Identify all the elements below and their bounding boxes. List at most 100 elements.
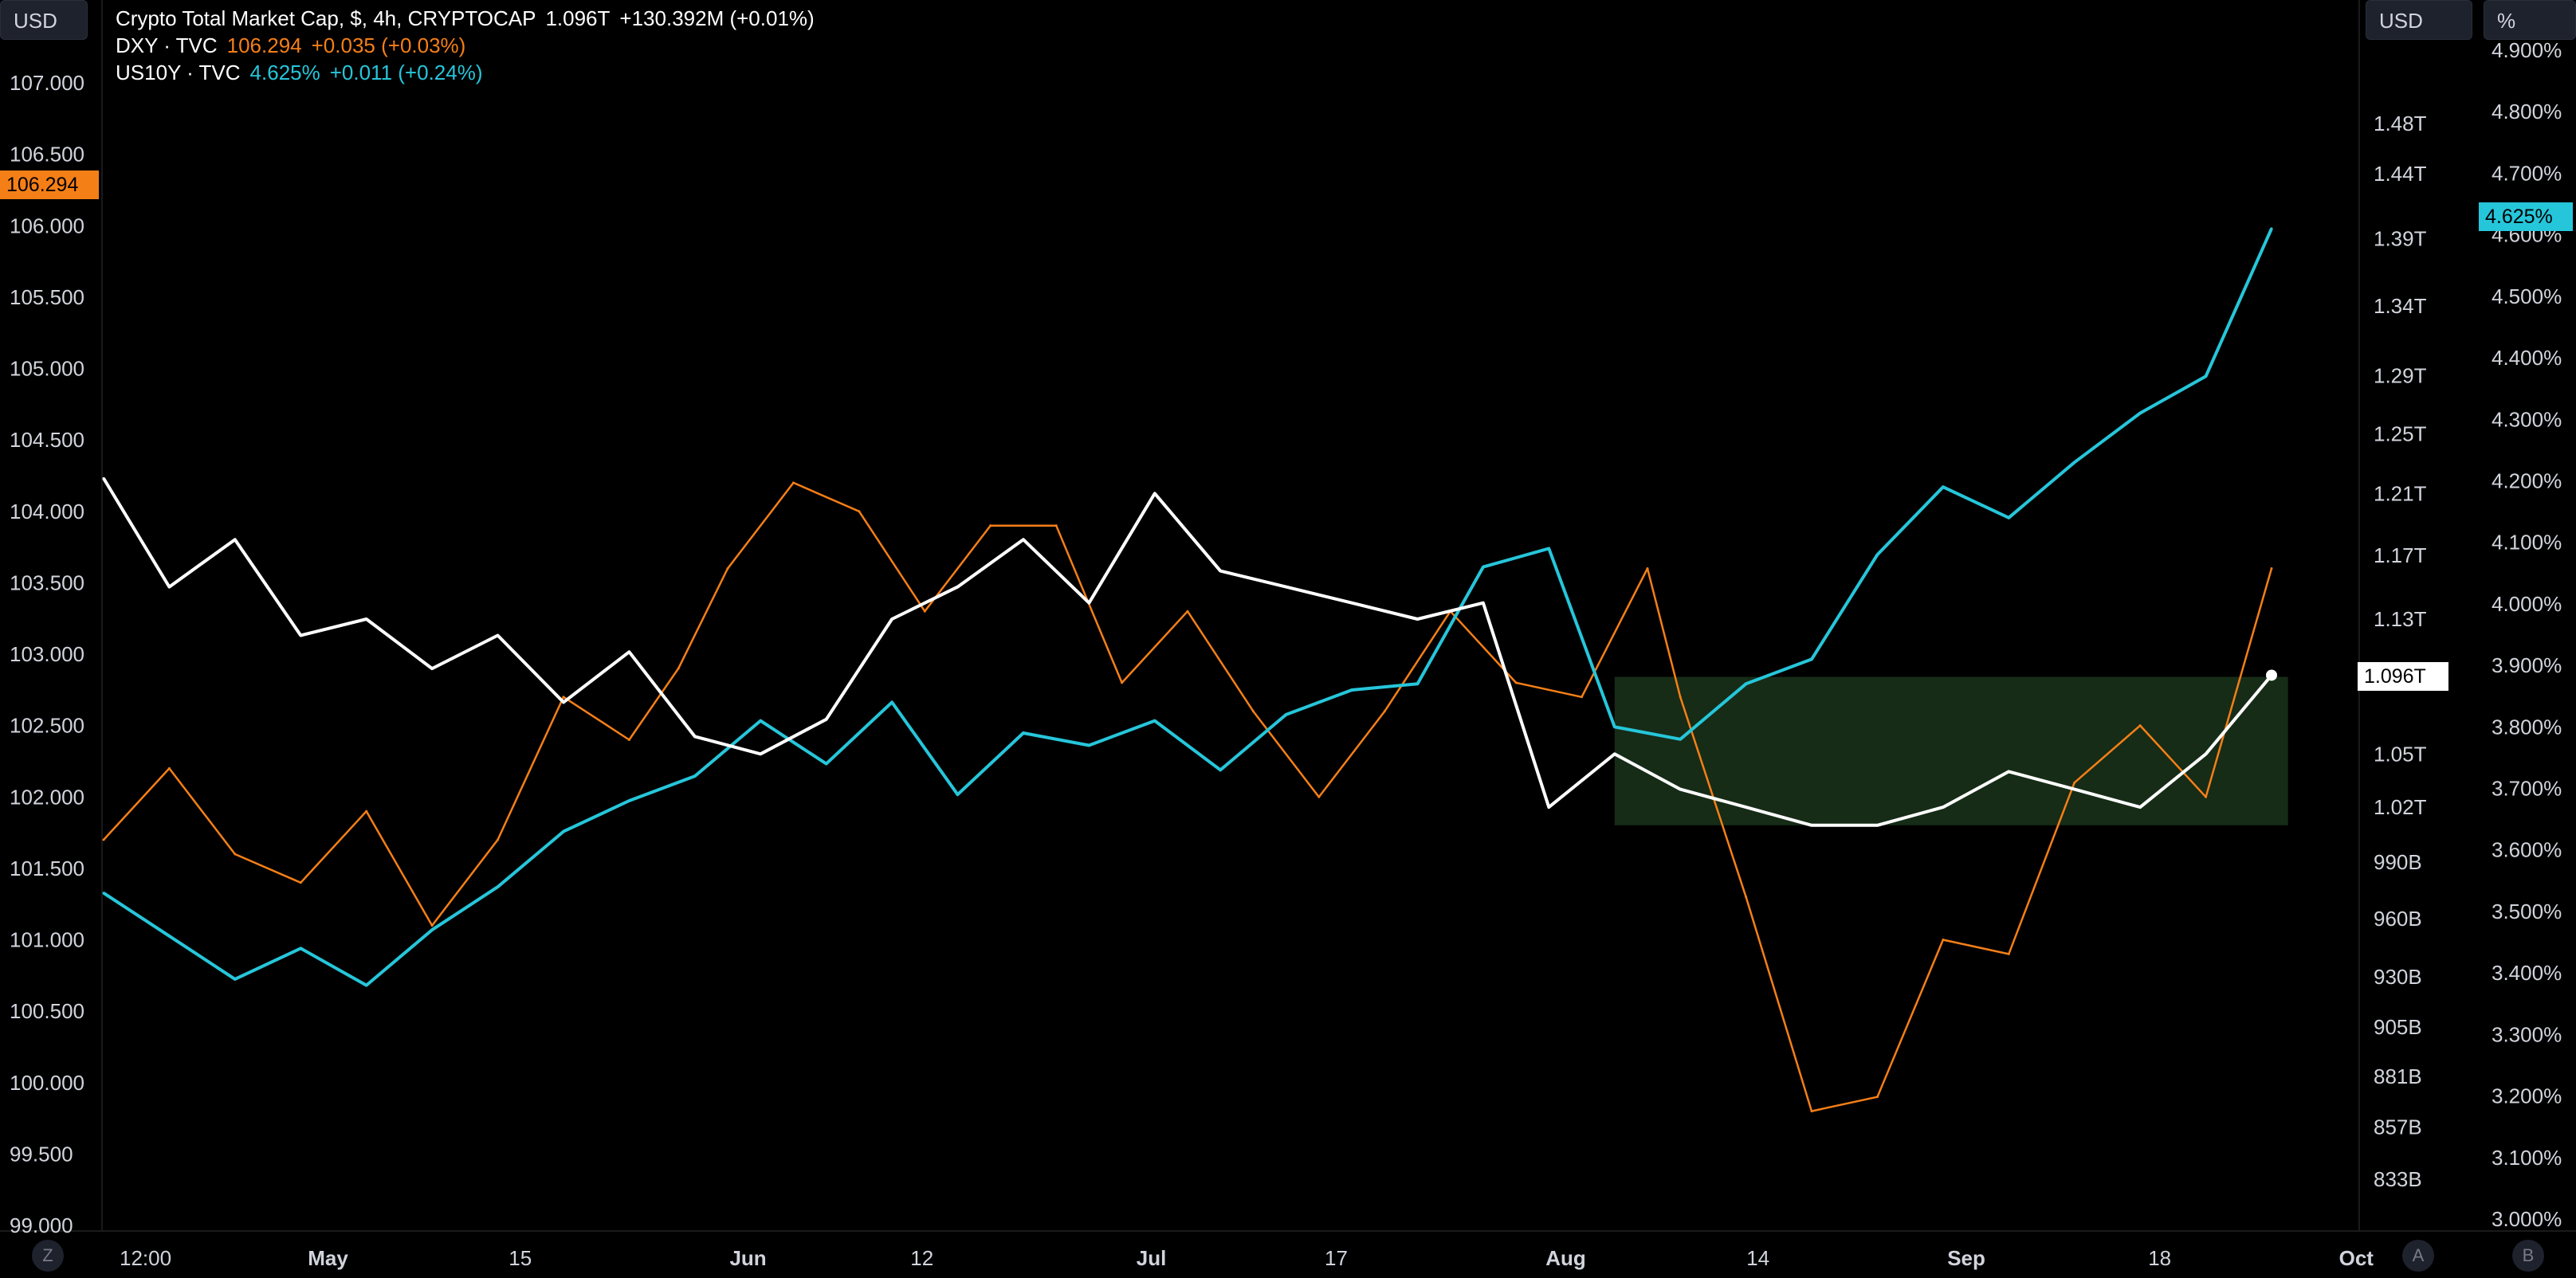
- series-point: [1875, 1096, 1879, 1099]
- series-point: [1219, 768, 1222, 771]
- legend-change: +0.011 (+0.24%): [329, 61, 483, 84]
- legend-row-us10y[interactable]: US10Y · TVC 4.625% +0.011 (+0.24%): [116, 59, 815, 86]
- chart-legend: Crypto Total Market Cap, $, 4h, CRYPTOCA…: [116, 5, 815, 86]
- series-point: [1679, 738, 1682, 741]
- time-axis-tick: 12: [910, 1246, 933, 1270]
- total-last-value-dot: [2266, 669, 2277, 681]
- series-point: [102, 476, 105, 480]
- percent-axis-tick: 4.400%: [2492, 346, 2562, 370]
- series-point: [2205, 752, 2208, 755]
- series-point: [1186, 610, 1189, 613]
- market-cap-axis-tick: 1.34T: [2374, 294, 2427, 318]
- series-point: [1547, 547, 1550, 550]
- series-point: [1121, 681, 1124, 684]
- market-cap-axis-tick: 857B: [2374, 1115, 2422, 1139]
- percent-axis-tick: 3.000%: [2492, 1207, 2562, 1231]
- series-point: [1547, 806, 1550, 809]
- series-point: [167, 766, 171, 770]
- percent-axis-tick: 3.800%: [2492, 715, 2562, 739]
- left-axis-tick: 107.000: [10, 71, 84, 95]
- series-point: [1679, 696, 1682, 699]
- time-axis-tick: May: [308, 1246, 348, 1270]
- series-point: [726, 566, 729, 570]
- percent-axis-tick: 3.100%: [2492, 1146, 2562, 1170]
- time-axis-tick: Sep: [1947, 1246, 1985, 1270]
- percent-axis-tick: 3.600%: [2492, 838, 2562, 862]
- market-cap-axis-tick: 1.39T: [2374, 227, 2427, 251]
- left-currency-button[interactable]: USD: [0, 0, 88, 40]
- market-cap-axis-tick: 960B: [2374, 907, 2422, 931]
- series-point: [1942, 939, 1945, 941]
- legend-row-total[interactable]: Crypto Total Market Cap, $, 4h, CRYPTOCA…: [116, 5, 815, 32]
- series-line-us10y: [102, 228, 2273, 987]
- series-point: [1383, 710, 1386, 713]
- series-point: [791, 481, 795, 484]
- left-axis-tick: 102.000: [10, 785, 84, 809]
- percent-axis-tick: 3.700%: [2492, 777, 2562, 801]
- total-price-tag: 1.096T: [2358, 662, 2448, 691]
- dxy-price-tag: 106.294: [0, 171, 99, 199]
- timezone-button[interactable]: Z: [32, 1240, 64, 1272]
- left-axis-tick: 101.500: [10, 857, 84, 880]
- series-point: [2073, 461, 2076, 464]
- left-axis-ticks: 107.000 106.500 106.000 105.500 105.000 104.5…: [10, 71, 84, 1237]
- percent-axis-tick: 4.800%: [2492, 100, 2562, 123]
- series-point: [2007, 770, 2010, 773]
- series-point: [2205, 795, 2208, 798]
- time-axis-tick: Jul: [1137, 1246, 1167, 1270]
- market-cap-axis-tick: 1.02T: [2374, 795, 2427, 819]
- percent-scale-button[interactable]: %: [2484, 0, 2576, 40]
- left-axis-tick: 103.500: [10, 570, 84, 594]
- market-cap-axis-tick: 1.05T: [2374, 742, 2427, 766]
- market-cap-axis-tick: 1.29T: [2374, 364, 2427, 388]
- series-point: [1054, 524, 1058, 527]
- series-point: [562, 830, 565, 833]
- series-point: [365, 810, 368, 813]
- series-point: [1022, 538, 1025, 541]
- series-point: [1416, 682, 1419, 685]
- series-point: [102, 838, 105, 841]
- series-point: [1285, 586, 1288, 589]
- series-point: [1613, 725, 1616, 728]
- percent-axis-tick: 3.500%: [2492, 900, 2562, 923]
- left-axis-tick: 101.000: [10, 928, 84, 952]
- right-currency-button[interactable]: USD: [2366, 0, 2472, 40]
- market-cap-axis-tick: 1.21T: [2374, 481, 2427, 505]
- left-axis-tick: 100.500: [10, 999, 84, 1023]
- series-point: [923, 610, 926, 613]
- legend-row-dxy[interactable]: DXY · TVC 106.294 +0.035 (+0.03%): [116, 32, 815, 59]
- series-point: [2073, 781, 2076, 784]
- series-point: [497, 838, 500, 841]
- left-axis-tick: 105.000: [10, 357, 84, 381]
- auto-scale-button[interactable]: A: [2402, 1240, 2434, 1272]
- market-cap-axis-tick: 905B: [2374, 1015, 2422, 1039]
- us10y-price-tag: 4.625%: [2479, 202, 2573, 231]
- series-point: [562, 700, 565, 704]
- series-point: [2073, 788, 2076, 791]
- series-point: [299, 634, 302, 637]
- series-point: [497, 885, 500, 888]
- series-point: [956, 586, 960, 589]
- series-point: [1581, 696, 1584, 699]
- series-point: [693, 774, 697, 778]
- series-point: [759, 719, 762, 723]
- market-cap-axis-tick: 1.17T: [2374, 543, 2427, 567]
- series-point: [890, 700, 893, 704]
- series-point: [1153, 492, 1156, 495]
- series-point: [627, 739, 630, 742]
- left-axis-tick: 102.500: [10, 714, 84, 738]
- log-scale-button[interactable]: B: [2512, 1240, 2544, 1272]
- series-point: [1745, 896, 1748, 899]
- series-point: [693, 735, 697, 738]
- series-point: [2138, 412, 2142, 415]
- legend-name: Crypto Total Market Cap, $, 4h, CRYPTOCA…: [116, 6, 536, 30]
- series-point: [1350, 688, 1353, 692]
- series-point: [2007, 952, 2010, 955]
- series-point: [1350, 602, 1353, 605]
- series-point: [1875, 824, 1879, 827]
- time-axis-ticks: 12:00 May 15 Jun 12 Jul 17 Aug 14 Sep 18 Oct: [120, 1246, 2374, 1270]
- series-point: [299, 881, 302, 884]
- series-point: [1613, 752, 1616, 755]
